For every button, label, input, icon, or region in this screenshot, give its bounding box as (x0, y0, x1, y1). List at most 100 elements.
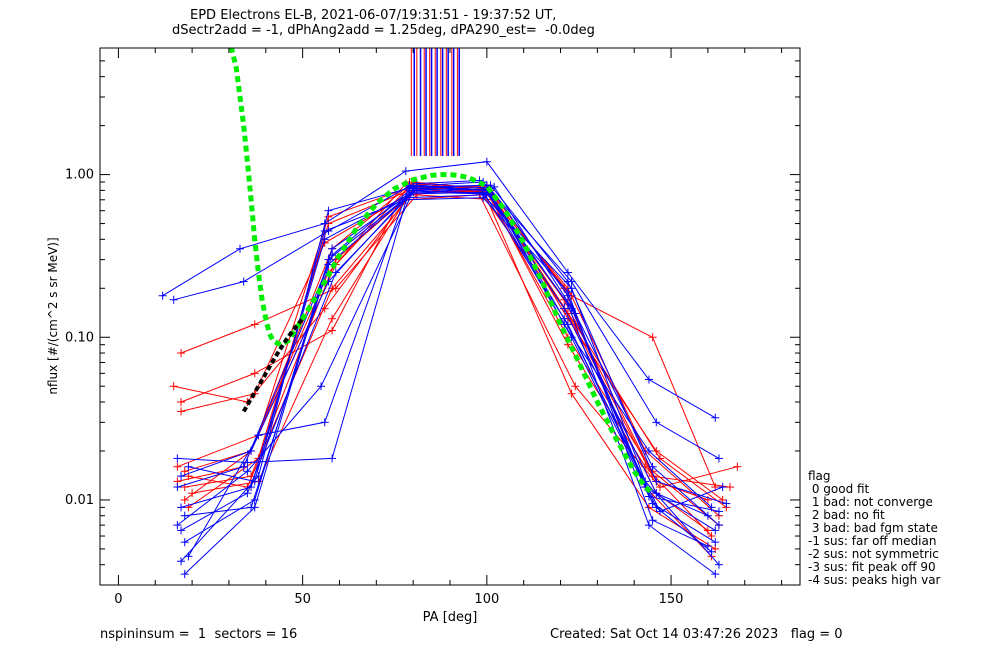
axes-layer: 0 50 100 150 0.01 0.10 1.00 (65, 47, 800, 607)
data-point-marker (320, 418, 329, 427)
fit-curve-black (241, 317, 305, 413)
data-point-marker (250, 477, 259, 486)
series-line-blue (184, 194, 720, 566)
y-axis-label: nflux [#/(cm^2 s sr MeV)] (46, 237, 60, 394)
legend: flag 0 good fit 1 bad: not converge 2 ba… (808, 470, 993, 587)
data-point-marker (711, 538, 720, 547)
series-line-blue (162, 161, 716, 419)
data-point-marker (656, 483, 664, 492)
data-point-marker (243, 458, 252, 467)
data-point-marker (254, 472, 263, 481)
data-point-marker (169, 382, 178, 391)
data-point-marker (726, 483, 734, 492)
footer-left: nspininsum = 1 sectors = 16 (100, 627, 298, 642)
legend-item: 2 bad: no fit (808, 508, 885, 522)
data-point-marker (320, 227, 329, 236)
series-line-red (173, 194, 738, 488)
data-point-marker (236, 244, 244, 253)
data-point-marker (328, 454, 337, 463)
data-point-marker (177, 407, 186, 416)
data-point-marker (317, 382, 326, 391)
legend-item: -1 sus: far off median (808, 534, 937, 548)
data-point-marker (567, 304, 576, 313)
data-point-marker (652, 477, 661, 486)
x-tick-label: 100 (474, 592, 499, 607)
data-point-marker (718, 483, 727, 492)
data-point-marker (243, 467, 252, 476)
data-point-marker (180, 511, 189, 520)
data-point-marker (714, 560, 723, 569)
series-line-blue (177, 184, 712, 508)
data-point-marker (173, 483, 182, 492)
data-point-marker (707, 532, 716, 541)
data-point-marker (703, 526, 712, 535)
data-point-marker (482, 157, 491, 166)
series-line-blue (180, 184, 727, 562)
y-tick-label: 0.10 (65, 330, 94, 345)
data-point-marker (648, 516, 657, 525)
title-line-1: EPD Electrons EL-B, 2021-06-07/19:31:51 … (190, 8, 557, 23)
data-point-marker (711, 570, 720, 579)
data-point-marker (324, 206, 333, 215)
data-point-marker (328, 314, 337, 323)
vertical-marker-layer (410, 48, 460, 157)
series-line-red (188, 185, 712, 557)
data-point-marker (243, 489, 252, 498)
data-point-marker (177, 526, 186, 535)
legend-item: -4 sus: peaks high var (808, 573, 941, 587)
data-point-marker (239, 277, 248, 286)
data-point-marker (184, 462, 193, 471)
data-point-marker (173, 521, 182, 530)
data-point-marker (239, 462, 248, 471)
series-line-blue (177, 188, 716, 531)
data-point-marker (644, 375, 653, 384)
data-point-marker (184, 503, 193, 512)
data-point-marker (711, 526, 720, 535)
data-point-marker (180, 570, 189, 579)
data-point-marker (177, 557, 186, 566)
data-point-marker (180, 467, 189, 476)
data-point-marker (656, 507, 664, 516)
data-point-marker (180, 538, 189, 547)
data-point-marker (703, 542, 712, 551)
data-point-marker (169, 295, 178, 304)
data-point-marker (644, 492, 653, 501)
series-line-blue (187, 184, 716, 575)
data-point-marker (180, 495, 189, 504)
data-point-marker (644, 446, 653, 455)
data-point-marker (652, 418, 661, 427)
data-point-marker (714, 507, 723, 516)
x-tick-label: 150 (659, 592, 684, 607)
series-line-blue (188, 197, 709, 547)
data-point-marker (177, 397, 186, 406)
data-point-marker (733, 462, 742, 471)
data-point-marker (247, 503, 256, 512)
data-point-marker (177, 503, 186, 512)
data-point-marker (563, 277, 572, 286)
legend-items: 0 good fit 1 bad: not converge 2 bad: no… (808, 483, 993, 587)
data-point-marker (177, 349, 186, 358)
data-point-marker (711, 413, 720, 422)
series-line-blue (184, 189, 720, 517)
fit-curve-green (228, 48, 655, 496)
data-point-marker (652, 489, 661, 498)
data-point-marker (560, 314, 569, 323)
x-tick-label: 0 (114, 592, 122, 607)
data-point-marker (412, 184, 421, 193)
data-point-marker (328, 326, 337, 335)
footer-right: Created: Sat Oct 14 03:47:26 2023 flag =… (550, 627, 843, 642)
data-point-marker (714, 454, 723, 463)
data-point-marker (567, 389, 576, 398)
data-point-marker (563, 268, 572, 277)
series-line-blue (177, 179, 709, 526)
legend-item: 0 good fit (808, 482, 870, 496)
series-line-blue (180, 186, 720, 526)
data-point-marker (158, 291, 167, 300)
series-line-blue (180, 188, 716, 543)
legend-item: -3 sus: fit peak off 90 (808, 560, 936, 574)
data-point-marker (328, 251, 337, 260)
data-point-marker (479, 193, 488, 202)
data-point-marker (409, 182, 418, 191)
data-point-marker (401, 167, 410, 176)
x-tick-label: 50 (294, 592, 311, 607)
